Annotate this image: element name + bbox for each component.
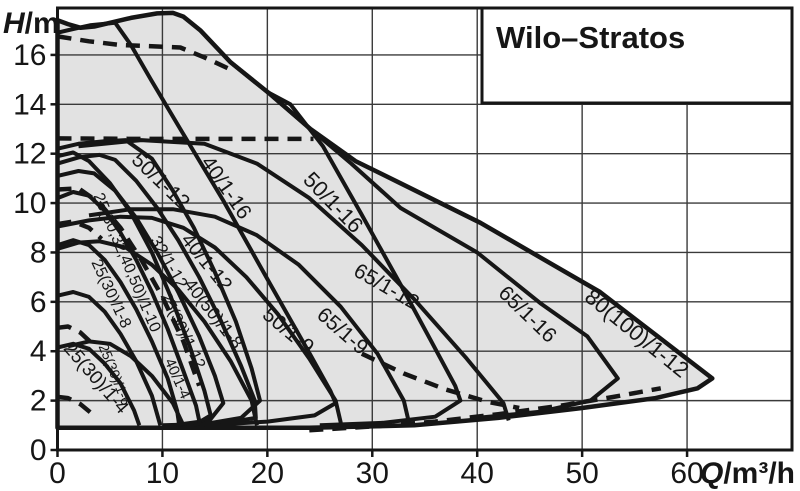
x-axis-label: Q/m³/h (700, 457, 795, 490)
y-tick-label: 10 (13, 187, 46, 220)
axis-ticks: 0 2 4 6 8 10 12 14 16 0 10 20 30 40 50 60 (13, 39, 704, 490)
pump-curves (56, 20, 662, 433)
x-tick-label: 50 (565, 457, 598, 490)
y-tick-label: 4 (30, 335, 47, 368)
pump-curve-50/1-9 (57, 214, 343, 424)
pump-curve-25(30)/1-12 (57, 150, 213, 428)
y-tick-label: 12 (13, 138, 46, 171)
x-tick-label: 40 (461, 457, 494, 490)
chart-title: Wilo–Stratos (496, 20, 685, 55)
y-tick-label: 14 (13, 88, 46, 121)
y-tick-label: 16 (13, 39, 46, 72)
pump-curve-dashed-stub-2m (57, 394, 93, 415)
pump-curve-25(30)/1-6 (57, 290, 163, 426)
pump-curve-40(50)/1-8 (56, 239, 259, 426)
pump-curve-dashed-bottom-min (309, 386, 662, 433)
y-tick-label: 2 (30, 385, 47, 418)
pump-curve-dashed-1-10-flank (57, 186, 202, 387)
x-tick-label: 10 (146, 457, 179, 490)
pump-curve-dashed-stub-9m (57, 219, 104, 241)
plot-frame (56, 6, 794, 452)
pump-curve-40/1-12 (56, 152, 258, 425)
pump-curve-max-limit-16m-dashed (57, 34, 235, 74)
y-tick-label: 8 (30, 236, 47, 269)
grid (57, 8, 792, 450)
pump-curve-32/1-12 (57, 169, 226, 428)
pump-curve-65/1-12 (78, 138, 511, 421)
chart-title-box (480, 6, 794, 105)
x-tick-label: 0 (49, 457, 66, 490)
pump-curve-dashed-right-flank (360, 351, 520, 411)
x-tick-label: 30 (356, 457, 389, 490)
operating-field-outline (55, 10, 715, 431)
y-axis-label: H/m (3, 7, 60, 40)
y-tick-label: 6 (30, 286, 47, 319)
pump-curve-40/1-16 (57, 20, 338, 428)
pump-curve-50/1-16 (229, 60, 463, 428)
x-tick-label: 60 (670, 457, 703, 490)
pump-curve-dashed-stub-5m (57, 324, 93, 345)
pump-curve-max-limit-12.6m-dashed (57, 136, 314, 142)
pump-curve-65/1-9 (88, 207, 411, 424)
y-tick-label: 0 (30, 434, 47, 467)
x-tick-label: 20 (251, 457, 284, 490)
